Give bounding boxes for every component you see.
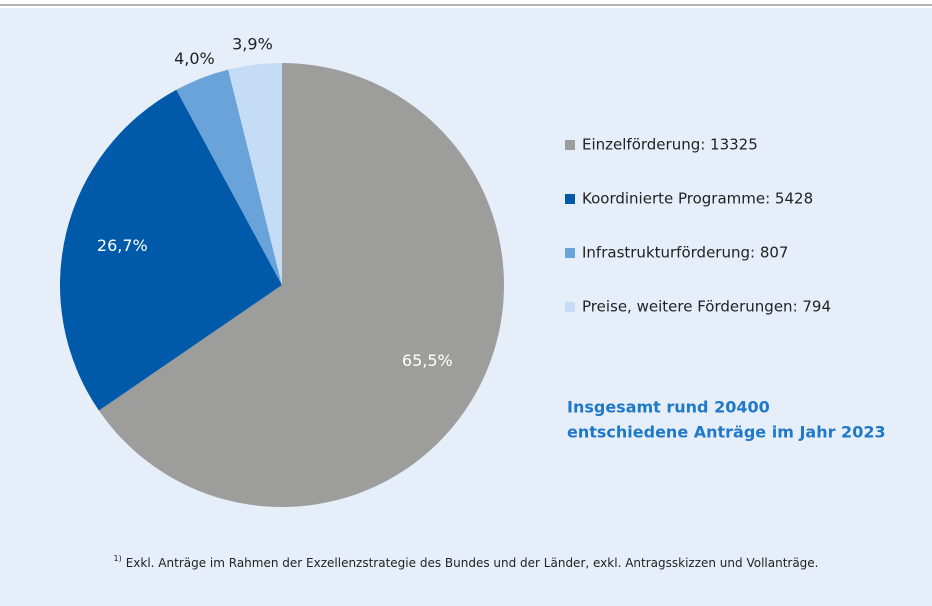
footnote-text: Exkl. Anträge im Rahmen der Exzellenzstr… bbox=[126, 556, 819, 570]
legend-swatch bbox=[565, 140, 575, 150]
pie-slice bbox=[228, 63, 282, 285]
slice-label: 65,5% bbox=[402, 351, 453, 370]
legend-label: Einzelförderung: 13325 bbox=[582, 136, 758, 154]
legend-label: Infrastrukturförderung: 807 bbox=[582, 244, 788, 262]
slice-label: 26,7% bbox=[97, 236, 148, 255]
annotation: entschiedene Anträge im Jahr 2023 bbox=[567, 423, 886, 442]
legend-swatch bbox=[565, 248, 575, 258]
slice-label: 4,0% bbox=[174, 49, 215, 68]
legend-swatch bbox=[565, 194, 575, 204]
footnote: 1) Exkl. Anträge im Rahmen der Exzellenzs… bbox=[113, 554, 818, 570]
slice-label: 3,9% bbox=[232, 34, 273, 53]
annotation: Insgesamt rund 20400 bbox=[567, 398, 770, 417]
legend-swatch bbox=[565, 302, 575, 312]
legend-label: Preise, weitere Förderungen: 794 bbox=[582, 298, 831, 316]
pie-slice bbox=[60, 89, 283, 411]
legend-label: Koordinierte Programme: 5428 bbox=[582, 190, 813, 208]
pie-slice bbox=[98, 63, 505, 507]
pie-slice bbox=[176, 69, 282, 286]
footnote-marker: 1) bbox=[113, 554, 121, 563]
